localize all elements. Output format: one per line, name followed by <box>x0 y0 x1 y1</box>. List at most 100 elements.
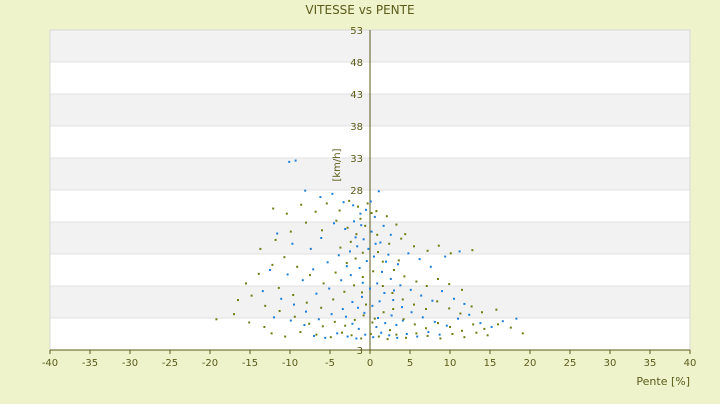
data-point-series-1 <box>312 268 315 271</box>
data-point-series-1 <box>358 267 361 270</box>
data-point-series-2 <box>382 311 385 314</box>
data-point-series-2 <box>245 282 247 285</box>
data-point-series-1 <box>405 333 408 335</box>
data-point-series-1 <box>369 200 372 203</box>
x-tick-label: 15 <box>484 358 497 369</box>
data-point-series-2 <box>293 315 296 318</box>
data-point-series-1 <box>373 255 375 258</box>
data-point-series-1 <box>479 322 482 325</box>
data-point-series-1 <box>397 263 399 266</box>
data-point-series-1 <box>373 215 376 218</box>
data-point-series-1 <box>336 332 339 335</box>
data-point-series-2 <box>334 271 337 274</box>
y-tick-label: 53 <box>350 26 363 37</box>
data-point-series-2 <box>463 336 466 339</box>
x-tick-label: -5 <box>325 358 335 369</box>
data-point-series-1 <box>276 232 279 235</box>
data-point-series-2 <box>284 335 287 338</box>
data-point-series-1 <box>458 250 461 253</box>
data-point-series-2 <box>361 291 363 294</box>
data-point-series-2 <box>376 233 379 236</box>
data-point-series-1 <box>396 336 399 339</box>
x-tick-label: 40 <box>684 358 697 369</box>
data-point-series-2 <box>437 322 439 325</box>
x-tick-label: 5 <box>407 358 413 369</box>
data-point-series-2 <box>439 337 442 340</box>
data-point-series-1 <box>356 245 359 248</box>
tick-labels: -40 -35 -30 -25 -20 -15 -10 -5 0 5 10 15 20 25 30 35 40 3… <box>42 26 697 369</box>
data-point-series-1 <box>357 327 360 330</box>
data-point-series-2 <box>309 274 311 277</box>
data-point-series-2 <box>472 323 475 326</box>
data-point-series-2 <box>404 233 407 236</box>
x-tick-label: 20 <box>524 358 537 369</box>
data-point-series-2 <box>278 309 281 312</box>
data-point-series-2 <box>300 203 303 206</box>
x-tick-label: -10 <box>282 358 298 369</box>
data-point-series-2 <box>248 321 251 324</box>
data-point-series-2 <box>403 275 406 278</box>
data-point-series-2 <box>486 334 489 337</box>
data-point-series-1 <box>364 333 367 336</box>
data-point-series-1 <box>303 324 306 327</box>
data-point-series-1 <box>389 277 392 280</box>
data-point-series-1 <box>326 261 329 264</box>
data-point-series-2 <box>521 332 524 335</box>
x-tick-label: 30 <box>604 358 617 369</box>
chart-title: VITESSE vs PENTE <box>305 3 414 17</box>
data-point-series-1 <box>410 311 413 314</box>
data-point-series-1 <box>319 196 322 199</box>
data-point-series-1 <box>346 335 349 338</box>
data-point-series-2 <box>263 325 266 328</box>
y-tick-label: 38 <box>350 122 363 133</box>
data-point-series-1 <box>401 306 403 309</box>
data-point-series-2 <box>339 246 342 249</box>
data-point-series-1 <box>382 224 385 227</box>
data-point-series-2 <box>413 323 416 326</box>
data-point-series-1 <box>395 324 398 327</box>
data-point-series-1 <box>390 314 393 317</box>
data-point-series-1 <box>431 299 434 302</box>
data-point-series-1 <box>315 292 318 295</box>
data-point-series-2 <box>426 249 429 252</box>
data-point-series-1 <box>361 295 363 298</box>
data-point-series-2 <box>388 242 391 245</box>
data-point-series-1 <box>381 270 383 273</box>
data-point-series-1 <box>345 265 348 268</box>
data-point-series-2 <box>353 284 355 287</box>
data-point-series-1 <box>317 318 320 321</box>
data-point-series-2 <box>296 265 299 268</box>
data-point-series-1 <box>342 201 345 204</box>
data-point-series-1 <box>370 230 373 233</box>
x-tick-label: 35 <box>644 358 657 369</box>
data-point-series-1 <box>345 315 347 318</box>
data-point-series-2 <box>470 305 473 308</box>
data-point-series-1 <box>429 265 432 268</box>
data-point-series-1 <box>363 311 366 314</box>
data-point-series-1 <box>305 310 307 313</box>
data-point-series-1 <box>409 288 412 291</box>
data-point-series-2 <box>373 317 376 320</box>
x-tick-label: 10 <box>444 358 457 369</box>
data-point-series-1 <box>379 241 382 244</box>
data-point-series-1 <box>418 258 421 261</box>
data-point-series-2 <box>264 304 267 307</box>
data-point-series-2 <box>413 303 415 306</box>
x-tick-label: -25 <box>162 358 178 369</box>
data-point-series-2 <box>369 333 372 335</box>
x-tick-label: 25 <box>564 358 577 369</box>
data-point-series-1 <box>352 204 355 207</box>
data-point-series-1 <box>421 316 424 319</box>
data-point-series-1 <box>372 336 375 339</box>
data-point-series-2 <box>385 215 388 218</box>
data-point-series-1 <box>378 300 381 303</box>
data-point-series-2 <box>425 327 427 330</box>
data-point-series-1 <box>377 317 379 319</box>
data-point-series-2 <box>437 244 440 247</box>
data-point-series-1 <box>401 319 404 322</box>
data-point-series-1 <box>301 279 304 282</box>
data-point-series-2 <box>361 251 364 254</box>
data-point-series-1 <box>365 260 368 263</box>
